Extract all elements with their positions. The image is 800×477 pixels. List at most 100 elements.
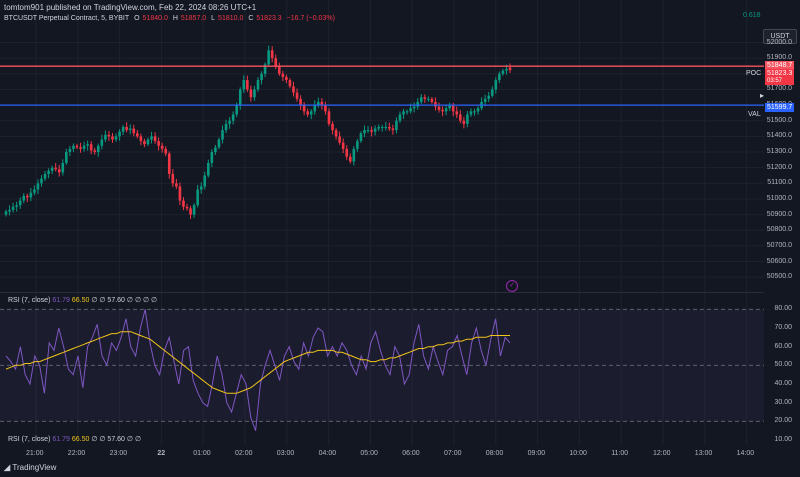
candle-body	[352, 148, 356, 162]
candle-body	[199, 186, 203, 190]
candle-body	[451, 105, 455, 112]
candle-body	[189, 208, 192, 215]
candle-body	[238, 89, 242, 106]
open-value: 51840.0	[142, 15, 168, 22]
rsi-legend-bottom: RSI (7, close) 61.79 66.50 ∅ ∅ 57.60 ∅ ∅	[8, 435, 141, 443]
rsi-legend-bottom-ma: 66.50	[71, 436, 90, 443]
candle-body	[430, 98, 434, 102]
time-tick: 22	[157, 450, 166, 457]
open-label: O	[134, 15, 140, 22]
candle-body	[412, 106, 416, 109]
candle-body	[363, 130, 366, 134]
candle-body	[356, 141, 359, 149]
high-label: H	[172, 15, 178, 22]
candle-body	[57, 169, 61, 173]
candle-body	[377, 126, 380, 129]
candle-body	[79, 147, 82, 149]
candle-body	[327, 111, 331, 124]
candle-body	[207, 162, 210, 176]
price-tick: 51500.0	[766, 116, 792, 124]
candle-body	[118, 131, 121, 137]
candle-body	[373, 128, 377, 132]
rsi-tick: 40.00	[774, 380, 792, 387]
poc-label: POC	[746, 70, 762, 77]
candle-body	[423, 97, 427, 99]
candle-body	[72, 145, 75, 149]
price-tick: 52000.0	[766, 38, 792, 46]
price-tick: 51200.0	[766, 163, 792, 171]
candle-body	[405, 111, 409, 113]
candle-body	[40, 178, 43, 184]
tradingview-logo-text: TradingView	[12, 463, 57, 472]
pane-separator[interactable]	[0, 292, 764, 293]
scroll-right-arrow-icon[interactable]: ▸	[760, 91, 765, 100]
rsi-tick: 20.00	[774, 417, 792, 425]
time-tick: 01:00	[193, 450, 211, 457]
candle-body	[50, 167, 54, 171]
rsi-legend-label: RSI (7, close)	[8, 297, 51, 304]
candle-body	[487, 95, 491, 99]
candle-body	[277, 65, 281, 74]
candle-body	[256, 80, 260, 90]
candle-body	[143, 141, 146, 145]
candle-body	[75, 145, 79, 148]
time-tick: 11:00	[611, 450, 629, 457]
candle-body	[93, 150, 97, 153]
price-tick: 51700.0	[766, 85, 792, 93]
candle-body	[299, 98, 302, 106]
candle-body	[228, 120, 231, 124]
time-tick: 10:00	[569, 450, 587, 457]
candle-body	[214, 147, 217, 153]
candle-body	[313, 105, 317, 112]
change-value: −16.7 (−0.03%)	[286, 15, 335, 22]
candle-body	[235, 105, 239, 115]
candle-body	[132, 128, 136, 134]
time-tick: 13:00	[694, 450, 713, 457]
candle-body	[114, 136, 118, 140]
candle-body	[317, 101, 320, 106]
candle-body	[260, 73, 263, 81]
flash-icon[interactable]: ✓	[506, 280, 518, 292]
candle-body	[100, 139, 104, 146]
candle-body	[462, 120, 466, 124]
candle-body	[107, 134, 111, 137]
time-tick: 02:00	[235, 450, 253, 457]
candle-body	[302, 105, 306, 112]
candle-body	[68, 148, 72, 153]
candle-body	[341, 142, 345, 149]
candle-body	[196, 189, 199, 206]
close-label: C	[248, 15, 254, 22]
candle-body	[43, 173, 47, 179]
candle-body	[192, 205, 196, 215]
candle-body	[231, 114, 235, 121]
rsi-tick: 60.00	[774, 342, 792, 350]
published-by-line: tomtom901 published on TradingView.com, …	[4, 3, 257, 12]
candle-body	[65, 152, 68, 163]
price-tick: 50900.0	[766, 210, 792, 218]
candle-body	[494, 80, 498, 90]
candle-body	[150, 136, 153, 140]
rsi-legend-bottom-label: RSI (7, close)	[8, 436, 51, 443]
candle-body	[270, 50, 274, 59]
candle-body	[434, 101, 437, 107]
candle-body	[157, 141, 160, 146]
candle-body	[104, 134, 107, 140]
val-label: VAL	[748, 111, 761, 118]
tradingview-logo-icon: ◢	[4, 463, 13, 472]
candle-body	[167, 153, 171, 174]
candle-body	[402, 111, 405, 115]
rsi-legend-value: 61.79	[52, 297, 70, 304]
candle-body	[249, 89, 253, 98]
price-tick: 50700.0	[766, 241, 792, 249]
candle-body	[8, 209, 11, 212]
candle-body	[388, 126, 391, 129]
candle-body	[508, 67, 512, 71]
candle-body	[267, 50, 270, 65]
time-tick: 21:00	[26, 450, 44, 457]
candle-body	[246, 80, 249, 90]
candle-body	[473, 111, 476, 113]
currency-button[interactable]: USDT	[763, 29, 797, 44]
candle-body	[427, 98, 430, 100]
rsi-legend-bottom-value: 61.79	[52, 436, 70, 443]
